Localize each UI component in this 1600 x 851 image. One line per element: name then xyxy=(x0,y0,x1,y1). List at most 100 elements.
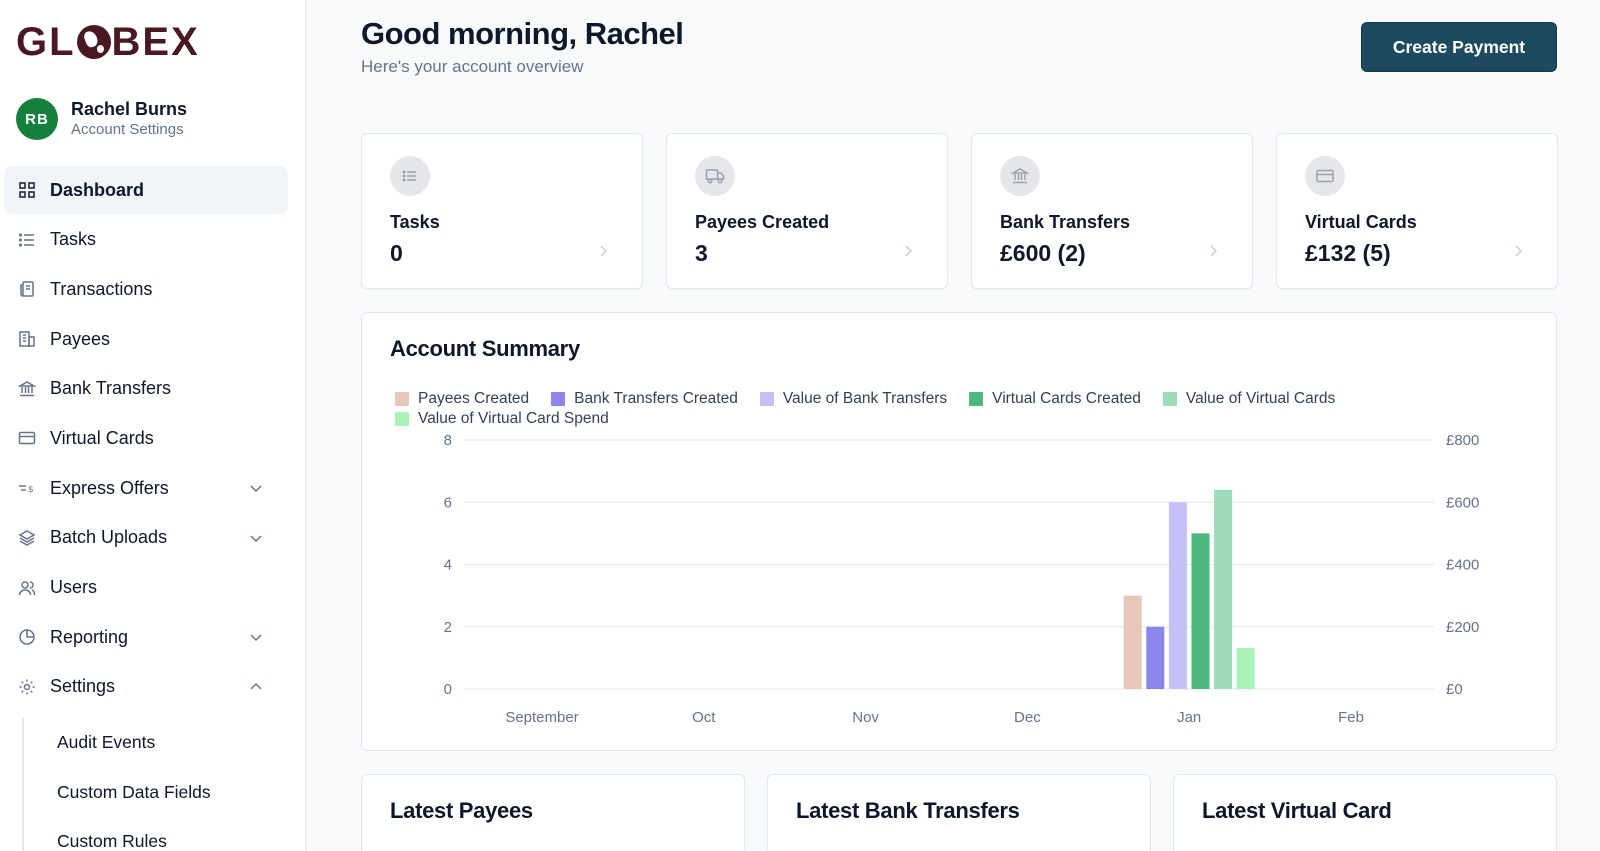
profile-block[interactable]: RB Rachel Burns Account Settings xyxy=(16,98,187,140)
legend-item[interactable]: Bank Transfers Created xyxy=(551,390,738,408)
legend-item[interactable]: Value of Bank Transfers xyxy=(759,390,948,408)
card-icon xyxy=(1305,156,1345,196)
sidebar-item-reporting[interactable]: Reporting xyxy=(4,613,288,661)
users-icon xyxy=(18,579,36,597)
sidebar-item-label: Virtual Cards xyxy=(50,427,154,448)
page-title: Good morning, Rachel xyxy=(361,16,684,51)
svg-text:$: $ xyxy=(28,485,34,495)
stat-value: £132 (5) xyxy=(1305,240,1391,266)
stat-value: 0 xyxy=(390,240,403,266)
stat-value: 3 xyxy=(695,240,708,266)
create-payment-button[interactable]: Create Payment xyxy=(1361,22,1557,72)
chart-title: Account Summary xyxy=(390,336,580,361)
grid-icon xyxy=(18,181,36,199)
legend-label: Value of Virtual Cards xyxy=(1185,390,1336,407)
stat-card-payees-created[interactable]: Payees Created 3 xyxy=(666,133,948,289)
latest-virtual-card-card: Latest Virtual Card xyxy=(1173,774,1557,851)
x-tick-label: Jan xyxy=(1177,709,1201,726)
y-tick-label-right: £400 xyxy=(1446,557,1479,574)
sidebar-item-express-offers[interactable]: $ Express Offers xyxy=(4,464,288,512)
stat-value: £600 (2) xyxy=(1000,240,1086,266)
stat-card-bank-transfers[interactable]: Bank Transfers £600 (2) xyxy=(971,133,1253,289)
y-tick-label-right: £600 xyxy=(1446,494,1479,511)
legend-label: Value of Bank Transfers xyxy=(782,390,948,407)
express-icon: $ xyxy=(18,479,36,497)
latest-payees-card: Latest Payees xyxy=(361,774,745,851)
legend-swatch xyxy=(1162,392,1177,406)
sidebar-item-tasks[interactable]: Tasks xyxy=(4,216,288,264)
y-tick-label-left: 6 xyxy=(444,494,452,511)
stat-label: Tasks xyxy=(390,212,440,232)
sidebar-item-label: Bank Transfers xyxy=(50,378,172,399)
x-tick-label: Dec xyxy=(1014,709,1041,726)
chart-bar xyxy=(1191,533,1210,689)
sidebar-item-label: Transactions xyxy=(50,278,153,299)
sidebar-item-label: Reporting xyxy=(50,626,129,647)
y-tick-label-left: 8 xyxy=(444,432,452,449)
chevron-right-icon xyxy=(901,244,915,258)
chart-legend: Payees Created Bank Transfers Created Valu… xyxy=(395,390,1495,428)
legend-item[interactable]: Value of Virtual Card Spend xyxy=(395,410,609,428)
chevron-up-icon[interactable] xyxy=(248,679,264,695)
sidebar-item-custom-data-fields[interactable]: Custom Data Fields xyxy=(57,781,211,802)
account-settings-link[interactable]: Account Settings xyxy=(71,121,184,138)
receipt-icon xyxy=(18,280,36,298)
y-tick-label-left: 0 xyxy=(444,681,452,698)
sidebar-item-dashboard[interactable]: Dashboard xyxy=(4,166,288,214)
legend-item[interactable]: Payees Created xyxy=(395,390,529,408)
legend-label: Virtual Cards Created xyxy=(992,390,1141,407)
chart-bar xyxy=(1168,502,1187,689)
account-summary-card: Account Summary Payees Created Bank Trans… xyxy=(361,312,1557,751)
sidebar-item-payees[interactable]: Payees xyxy=(4,315,288,363)
list-icon xyxy=(18,231,36,249)
settings-subnav: Audit Events Custom Data Fields Custom R… xyxy=(22,718,282,851)
sidebar-item-label: Express Offers xyxy=(50,477,169,498)
globe-icon xyxy=(76,25,111,59)
sidebar-item-label: Payees xyxy=(50,328,111,349)
sidebar-item-batch-uploads[interactable]: Batch Uploads xyxy=(4,514,288,562)
legend-item[interactable]: Value of Virtual Cards xyxy=(1162,390,1336,408)
chevron-right-icon xyxy=(1206,244,1220,258)
stat-card-tasks[interactable]: Tasks 0 xyxy=(361,133,643,289)
y-tick-label-left: 4 xyxy=(444,557,452,574)
card-title: Latest Bank Transfers xyxy=(796,798,1020,823)
profile-name: Rachel Burns xyxy=(71,99,188,119)
sidebar-item-label: Tasks xyxy=(50,229,97,250)
account-summary-chart: 0 £0 2 £200 4 £400 6 £600 8 £800 September Oct Nov De… xyxy=(444,432,1480,726)
sidebar-item-virtual-cards[interactable]: Virtual Cards xyxy=(4,414,288,462)
legend-label: Bank Transfers Created xyxy=(574,390,738,407)
latest-bank-transfers-card: Latest Bank Transfers xyxy=(767,774,1151,851)
sidebar-item-bank-transfers[interactable]: Bank Transfers xyxy=(4,365,288,413)
chevron-down-icon[interactable] xyxy=(248,530,264,546)
y-tick-label-right: £0 xyxy=(1446,681,1463,698)
legend-item[interactable]: Virtual Cards Created xyxy=(969,390,1141,408)
y-tick-label-right: £200 xyxy=(1446,619,1479,636)
sidebar-item-users[interactable]: Users xyxy=(4,564,288,612)
stat-card-virtual-cards[interactable]: Virtual Cards £132 (5) xyxy=(1276,133,1558,289)
chevron-down-icon[interactable] xyxy=(248,480,264,496)
stat-label: Payees Created xyxy=(695,212,830,232)
stat-label: Virtual Cards xyxy=(1305,212,1417,232)
sidebar-item-custom-rules[interactable]: Custom Rules xyxy=(57,831,167,851)
chevron-down-icon[interactable] xyxy=(248,629,264,645)
chart-bar xyxy=(1214,489,1233,689)
legend-swatch xyxy=(395,412,409,426)
sidebar-item-transactions[interactable]: Transactions xyxy=(4,265,288,313)
x-tick-label: Oct xyxy=(692,709,716,726)
gear-icon xyxy=(18,678,36,696)
sidebar-item-settings[interactable]: Settings xyxy=(4,663,288,711)
card-icon xyxy=(18,429,36,447)
legend-swatch xyxy=(551,392,566,406)
chevron-right-icon xyxy=(1511,244,1525,258)
x-tick-label: Nov xyxy=(852,709,879,726)
chart-bar xyxy=(1146,626,1165,689)
pie-icon xyxy=(18,628,36,646)
legend-swatch xyxy=(969,392,984,406)
card-title: Latest Payees xyxy=(390,798,533,823)
legend-label: Value of Virtual Card Spend xyxy=(418,410,609,427)
sidebar-item-label: Dashboard xyxy=(50,179,145,200)
sidebar-nav: Dashboard Tasks Transactions Payees Bank… xyxy=(4,166,288,713)
avatar: RB xyxy=(16,98,58,140)
globex-logo[interactable]: GL BEX xyxy=(16,20,200,64)
sidebar-item-audit-events[interactable]: Audit Events xyxy=(57,732,156,753)
